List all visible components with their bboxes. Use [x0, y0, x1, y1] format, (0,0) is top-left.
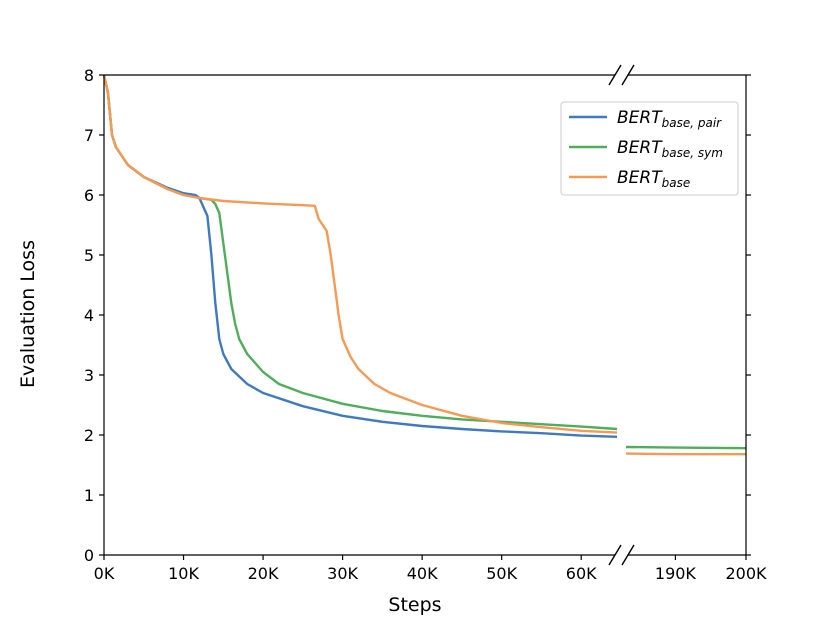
x-tick-label-0-3: 30K — [327, 564, 358, 583]
y-tick-label-6: 6 — [84, 186, 94, 205]
axis-break-mark-1 — [621, 544, 635, 566]
legend: BERTbase, pair BERTbase, sym BERTbase — [560, 101, 739, 196]
series-tail-1 — [625, 445, 747, 450]
axis-break-mark-3 — [621, 64, 635, 86]
x-tick-label-0-0: 0K — [94, 564, 115, 583]
x-tick-label-1-0: 190K — [655, 564, 697, 583]
series-tail-2 — [625, 452, 746, 456]
y-tick-label-7: 7 — [84, 126, 94, 145]
x-tick-label-0-4: 40K — [407, 564, 438, 583]
x-axis-title: Steps — [388, 594, 441, 616]
y-tick-label-2: 2 — [84, 426, 94, 445]
x-tick-label-0-2: 20K — [248, 564, 279, 583]
x-tick-label-0-5: 50K — [486, 564, 517, 583]
legend-label-2: BERTbase — [617, 168, 690, 190]
legend-label-0: BERTbase, pair — [617, 108, 722, 130]
x-tick-label-0-6: 60K — [566, 564, 597, 583]
series-line-1 — [102, 74, 618, 431]
x-tick-label-1-1: 200K — [725, 564, 767, 583]
axis-break-mark-2 — [608, 64, 622, 86]
y-tick-label-4: 4 — [84, 306, 94, 325]
y-axis-title: Evaluation Loss — [17, 240, 39, 388]
series-line-2 — [102, 74, 618, 434]
legend-box — [560, 101, 739, 196]
series-line-0 — [102, 74, 618, 438]
legend-label-1: BERTbase, sym — [617, 138, 723, 160]
axis-break-mark-0 — [608, 544, 622, 566]
series-lines — [102, 74, 747, 456]
y-tick-label-5: 5 — [84, 246, 94, 265]
y-tick-label-8: 8 — [84, 66, 94, 85]
x-tick-label-0-1: 10K — [168, 564, 199, 583]
y-tick-label-1: 1 — [84, 486, 94, 505]
y-tick-label-3: 3 — [84, 366, 94, 385]
y-tick-label-0: 0 — [84, 546, 94, 565]
ticks: 0 1 2 3 4 5 6 7 8 0K 10K 20K 30K 40K 50K 60K 190K 200K — [84, 66, 767, 583]
